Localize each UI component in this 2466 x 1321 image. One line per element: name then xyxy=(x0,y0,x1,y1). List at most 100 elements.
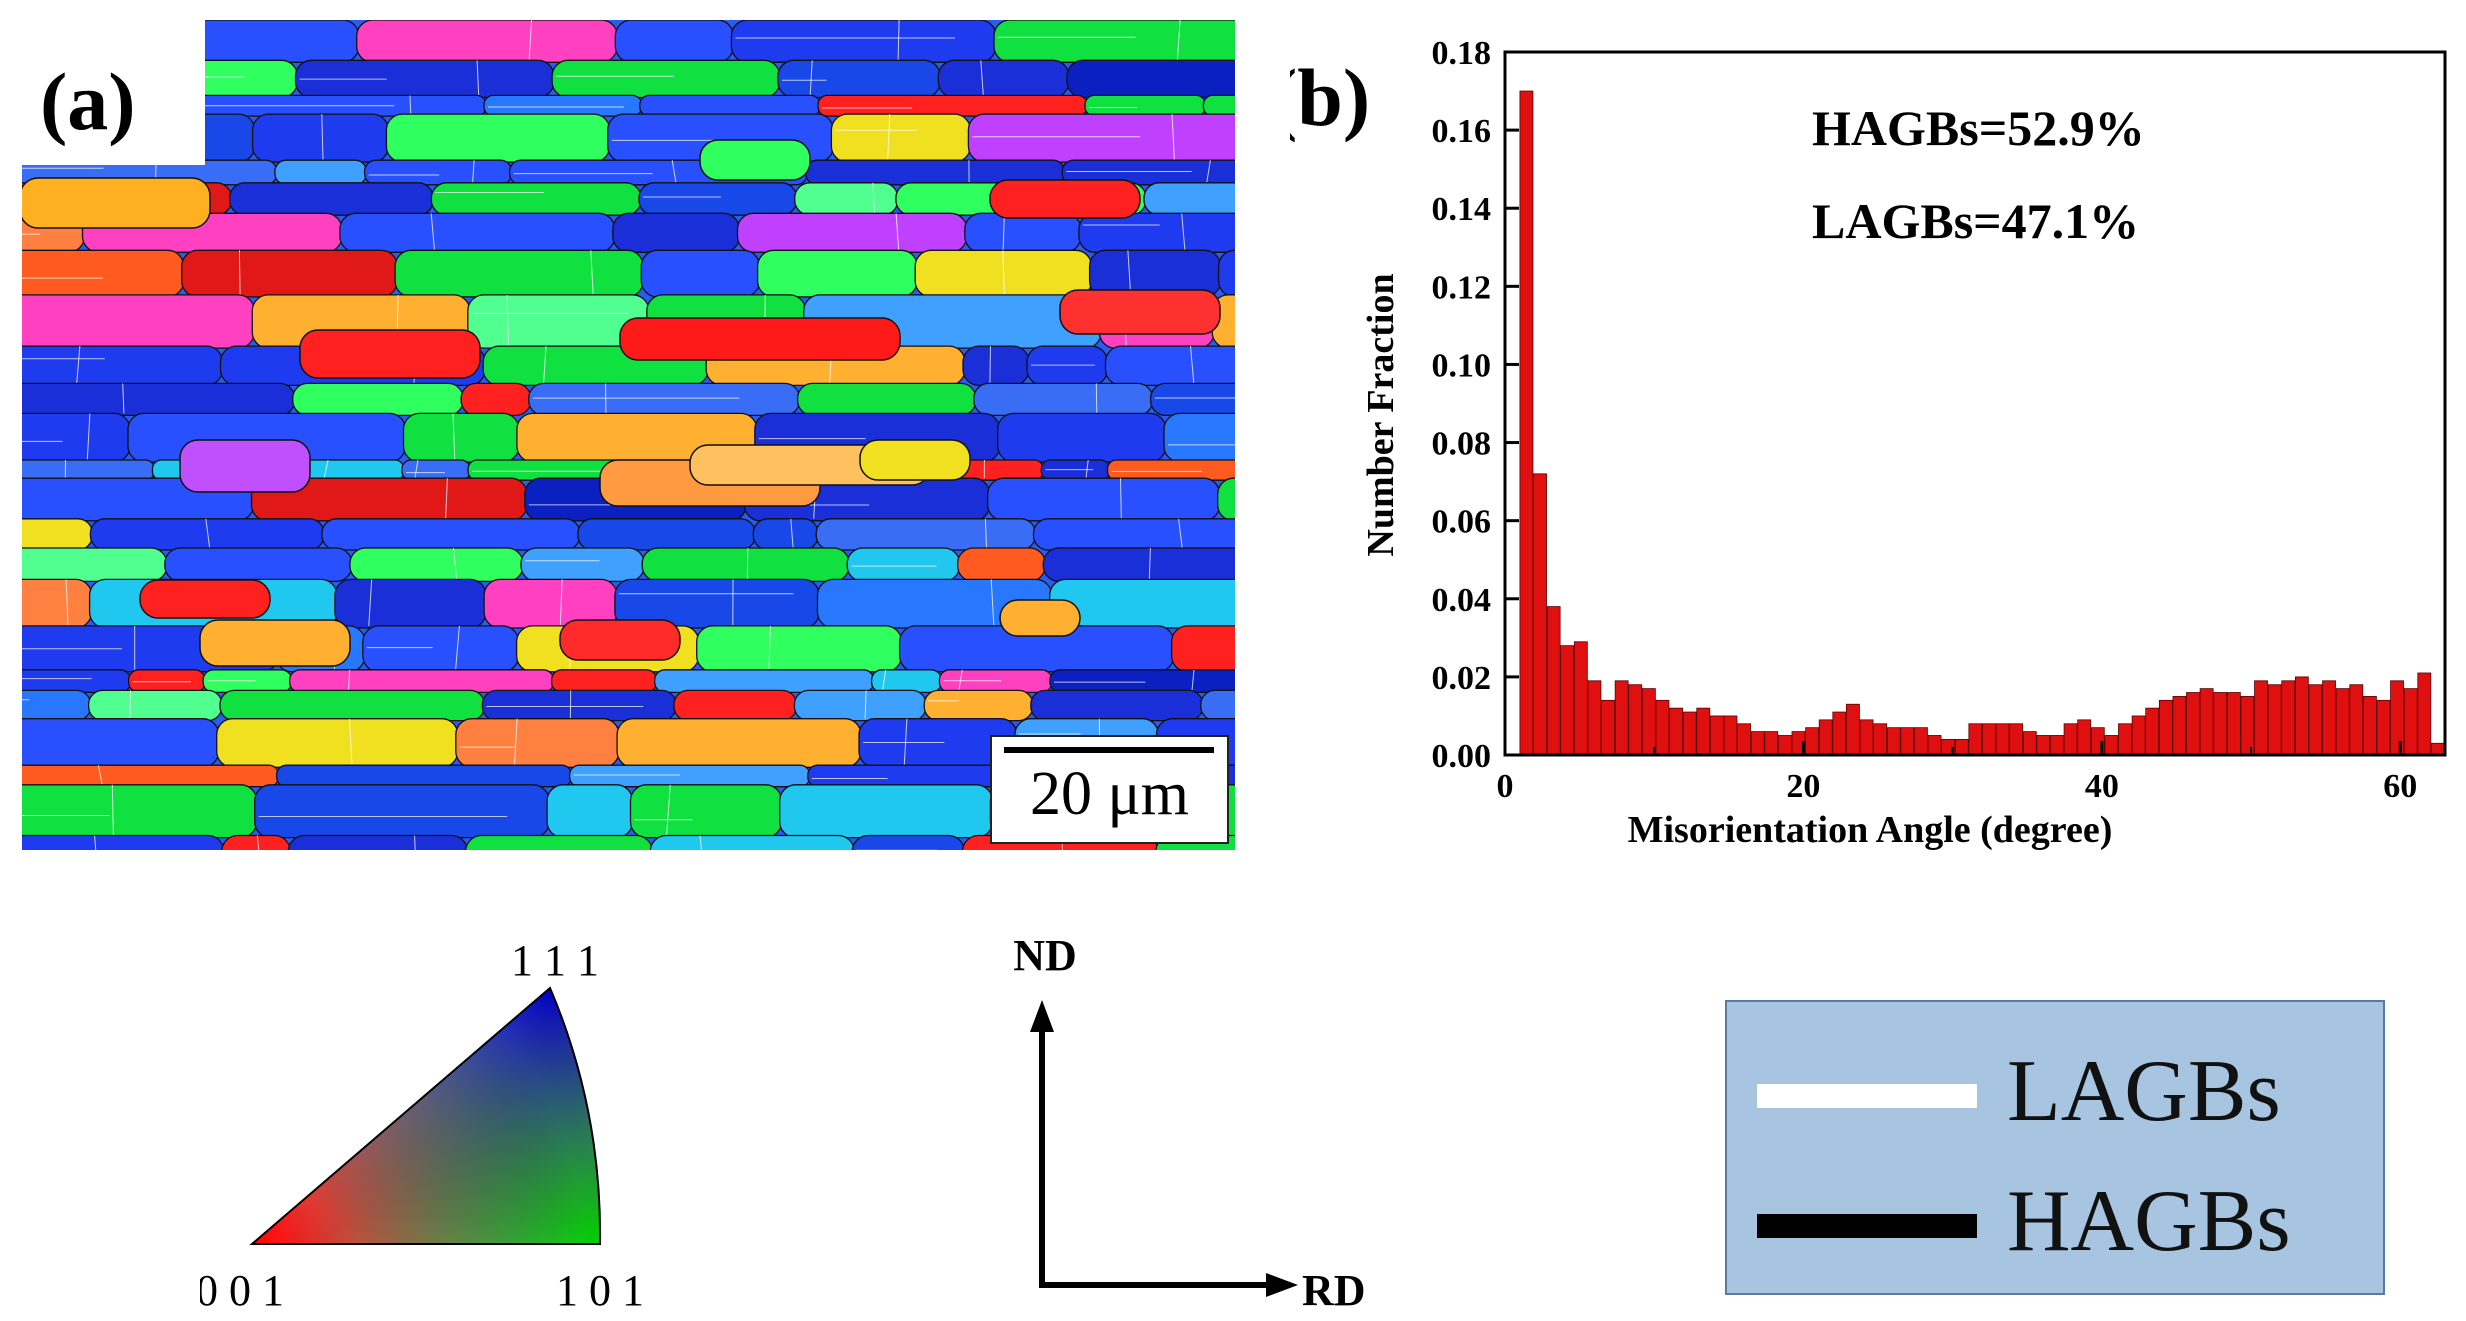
histogram-bar xyxy=(2104,735,2119,756)
histogram-bar xyxy=(1750,731,1765,756)
scale-bar-text: 20 μm xyxy=(1030,760,1189,828)
boundary-legend: LAGBs HAGBs xyxy=(1725,1000,2385,1295)
histogram-bar xyxy=(2158,699,2173,756)
histogram-bar xyxy=(1777,735,1792,756)
histogram-bar xyxy=(1818,719,1833,756)
histogram-bar xyxy=(1669,707,1683,756)
x-axis-label: Misorientation Angle (degree) xyxy=(1628,809,2113,851)
histogram-bar xyxy=(2254,680,2268,756)
y-tick-label: 0.06 xyxy=(1432,504,1492,541)
histogram-bar xyxy=(2118,723,2132,756)
scale-bar-box: 20 μm xyxy=(990,735,1229,844)
histogram-bar xyxy=(2403,688,2418,756)
y-tick-label: 0.14 xyxy=(1432,191,1492,228)
histogram-bar xyxy=(2131,715,2146,756)
ipf-corner-111: 1 1 1 xyxy=(511,936,599,985)
ipf-color-key: 1 1 1 0 0 1 1 0 1 xyxy=(200,936,644,1315)
y-tick-label: 0.08 xyxy=(1432,426,1492,463)
hagbs-swatch xyxy=(1757,1214,1977,1238)
histogram-bar xyxy=(2362,696,2377,756)
histogram-bar xyxy=(2240,696,2255,756)
x-tick-label: 40 xyxy=(2085,768,2119,805)
rd-label: RD xyxy=(1302,1266,1366,1315)
grain-map xyxy=(22,20,1235,850)
histogram-bar xyxy=(2063,723,2078,756)
histogram-bar xyxy=(1764,731,1779,756)
histogram-bar xyxy=(1846,703,1860,756)
lagbs-legend-label: LAGBs xyxy=(2007,1043,2281,1140)
histogram-bar xyxy=(2417,672,2432,756)
histogram-bar xyxy=(1927,735,1942,756)
histogram-bar xyxy=(2077,719,2092,756)
ipf-corner-001: 0 0 1 xyxy=(200,1266,284,1315)
histogram-bar xyxy=(1614,680,1629,756)
y-tick-label: 0.16 xyxy=(1432,113,1492,150)
histogram-bar xyxy=(2145,707,2160,756)
histogram-bar xyxy=(2199,688,2214,756)
histogram-bar xyxy=(1560,645,1575,756)
histogram-bar xyxy=(1587,680,1602,756)
histogram-bar xyxy=(1696,707,1711,756)
hagbs-annotation: HAGBs=52.9% xyxy=(1812,100,2145,156)
y-tick-label: 0.18 xyxy=(1432,35,1492,72)
histogram-bar xyxy=(2267,684,2282,756)
y-tick-label: 0.12 xyxy=(1432,269,1492,306)
histogram-bar xyxy=(1709,715,1724,756)
x-tick-label: 60 xyxy=(2383,768,2417,805)
histogram-bar xyxy=(2376,699,2391,756)
histogram-bar xyxy=(1655,699,1670,756)
histogram-bar xyxy=(1601,699,1615,756)
histogram-bar xyxy=(2050,735,2064,756)
histogram-bar xyxy=(1886,727,1901,756)
ebsd-map-panel: (a) 20 μm xyxy=(0,0,1260,870)
histogram-bar xyxy=(1805,727,1820,756)
scale-bar-line xyxy=(1004,747,1214,753)
histogram-bar xyxy=(1641,688,1656,756)
histogram-bar xyxy=(1873,723,1888,756)
misorientation-histogram: 0.00 0.02 0.04 0.06 0.08 0.10 0.12 0.14 0.16 0.18… xyxy=(1290,35,2447,851)
y-axis-label: Number Fraction xyxy=(1360,273,1402,556)
histogram-bar xyxy=(1573,641,1588,756)
y-tick-label: 0.02 xyxy=(1432,660,1492,697)
ipf-triangle-outline xyxy=(249,986,602,1245)
histogram-bar xyxy=(1723,715,1738,756)
ipf-corner-101: 1 0 1 xyxy=(556,1266,644,1315)
legend-item-hagbs: HAGBs xyxy=(1757,1172,2377,1272)
histogram-bar xyxy=(2349,684,2364,756)
histogram-bar xyxy=(2322,680,2336,756)
histogram-bar xyxy=(1737,723,1751,756)
histogram-bar xyxy=(1682,711,1697,756)
panel-b-label: (b) xyxy=(1290,52,1370,143)
histogram-bar xyxy=(1546,606,1561,756)
histogram-bar xyxy=(2022,731,2037,756)
histogram-bar xyxy=(2281,680,2296,756)
rd-arrow-head xyxy=(1266,1273,1298,1297)
y-tick-label: 0.00 xyxy=(1432,738,1492,775)
histogram-bar xyxy=(1859,719,1874,756)
histogram-bar xyxy=(1954,738,1969,756)
plot-frame xyxy=(1503,50,2447,757)
histogram-bar xyxy=(2009,723,2024,756)
histogram-bar xyxy=(1982,723,1996,756)
histogram-bar xyxy=(2036,735,2051,756)
histogram-bar xyxy=(2335,688,2350,756)
histogram-bar xyxy=(1519,90,1534,756)
panel-a-label: (a) xyxy=(40,56,136,147)
nd-label: ND xyxy=(1013,931,1077,980)
y-tick-label: 0.04 xyxy=(1432,582,1492,619)
histogram-bar xyxy=(2308,684,2323,756)
hagbs-legend-label: HAGBs xyxy=(2007,1173,2291,1270)
histogram-bar xyxy=(2172,696,2187,756)
histogram-bar xyxy=(2431,742,2445,756)
histogram-bar xyxy=(1628,684,1643,756)
lagbs-swatch xyxy=(1757,1084,1977,1108)
ebsd-map xyxy=(22,20,1235,850)
histogram-bar xyxy=(2213,692,2228,756)
legend-item-lagbs: LAGBs xyxy=(1757,1042,2377,1142)
histogram-bar xyxy=(1995,723,2010,756)
histogram-bar xyxy=(2294,676,2309,756)
sample-axes: ND RD xyxy=(1013,931,1366,1315)
y-tick-label: 0.10 xyxy=(1432,347,1492,384)
histogram-bar xyxy=(1914,727,1928,756)
histogram-bar xyxy=(2186,692,2200,756)
